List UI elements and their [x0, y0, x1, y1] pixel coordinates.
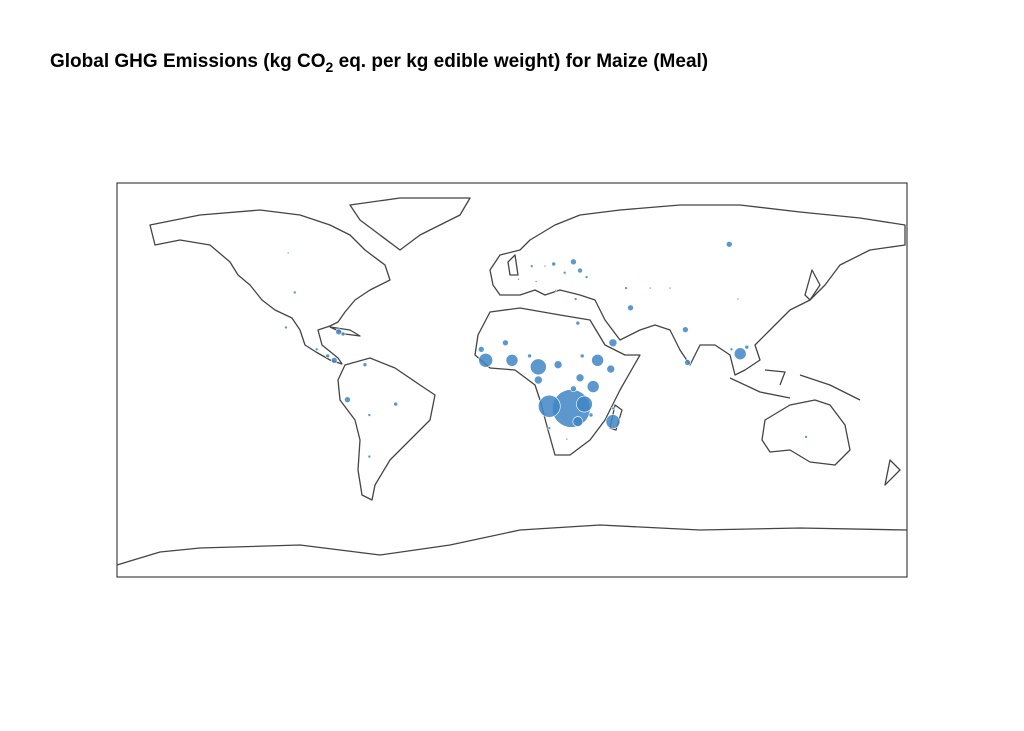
bubble [744, 344, 750, 350]
bubble [367, 413, 372, 417]
bubble [286, 251, 290, 255]
bubble [725, 241, 733, 248]
bubble [534, 375, 543, 385]
bubble [576, 395, 593, 413]
bubble [393, 401, 399, 407]
bubble [529, 264, 534, 268]
south-america [337, 357, 436, 501]
bubble [570, 385, 577, 393]
bubble [502, 339, 509, 347]
bubble [624, 286, 628, 290]
bubble [611, 406, 615, 411]
bubble [517, 278, 520, 281]
bubble [530, 358, 547, 376]
bubble [547, 426, 552, 430]
bubble [362, 362, 368, 367]
bubble [335, 328, 342, 336]
bubble [553, 360, 563, 369]
north-america [149, 209, 391, 365]
bubble [543, 264, 547, 268]
indonesia [729, 369, 861, 401]
title-text: Global GHG Emissions (kg CO [50, 51, 326, 72]
bubble [505, 353, 519, 367]
bubble [736, 297, 740, 301]
australia [761, 399, 851, 466]
bubble [668, 286, 672, 290]
bubble [586, 380, 600, 393]
bubble [682, 326, 689, 333]
bubble [527, 353, 532, 359]
bubble [804, 435, 808, 439]
map-frame [116, 182, 908, 578]
bubble [538, 394, 561, 418]
chart-title: Global GHG Emissions (kg CO2 eq. per kg … [50, 51, 708, 75]
eurasia [489, 204, 906, 376]
bubble [729, 347, 734, 352]
bubble [684, 359, 691, 366]
antarctica [116, 524, 908, 566]
bubble [733, 347, 747, 361]
bubble [344, 396, 351, 403]
bubble [570, 258, 577, 266]
bubble [575, 373, 585, 383]
bubble [284, 325, 288, 330]
bubble [477, 346, 485, 353]
bubble [330, 357, 338, 364]
bubble [478, 352, 493, 368]
bubble [554, 288, 558, 292]
bubble [584, 275, 589, 279]
bubble [579, 353, 585, 359]
bubble [551, 261, 557, 267]
coastlines [116, 197, 908, 566]
bubble [340, 331, 346, 337]
bubble [325, 353, 330, 359]
bubble [648, 286, 652, 290]
bubble [627, 304, 634, 312]
bubble [573, 297, 578, 301]
title-text-after: eq. per kg edible weight) for Maize (Mea… [333, 51, 708, 72]
new-zealand [884, 459, 901, 486]
bubble [534, 280, 538, 283]
bubble [605, 414, 621, 429]
bubble [606, 364, 616, 374]
bubble [588, 412, 594, 418]
bubble [565, 437, 569, 441]
bubble [314, 347, 319, 352]
bubble [292, 290, 297, 295]
bubble [591, 353, 604, 367]
japan [804, 269, 821, 301]
africa [474, 307, 641, 456]
britain [507, 254, 519, 276]
greenland [349, 197, 471, 251]
bubble [575, 320, 581, 326]
bubbles [284, 241, 808, 459]
bubble [608, 338, 618, 348]
bubble [577, 267, 583, 274]
bubble [367, 454, 372, 459]
title-subscript: 2 [326, 59, 334, 75]
bubble [562, 270, 567, 275]
bubble [572, 416, 584, 427]
